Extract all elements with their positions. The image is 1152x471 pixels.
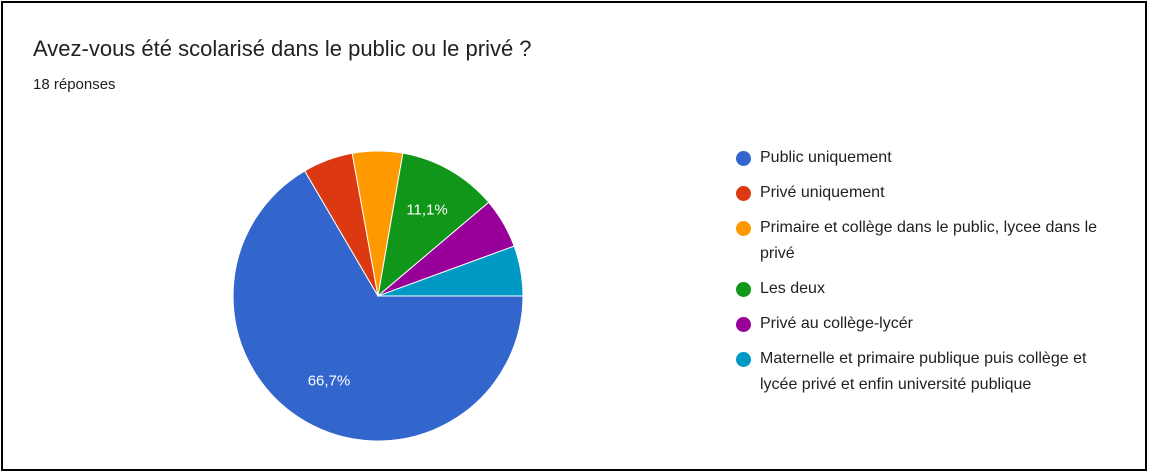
- pie-slice: [377, 152, 490, 298]
- slice-label: 11,1%: [406, 201, 447, 218]
- legend-item: Maternelle et primaire publique puis col…: [736, 346, 1106, 398]
- chart-title: Avez-vous été scolarisé dans le public o…: [33, 36, 532, 61]
- legend-label: Public uniquement: [760, 149, 892, 166]
- legend-label: Privé au collège-lycér: [760, 315, 913, 332]
- legend-swatch: [736, 282, 751, 297]
- legend-item: Primaire et collège dans le public, lyce…: [736, 215, 1106, 267]
- legend-item: Privé au collège-lycér: [736, 311, 1106, 337]
- legend-label: Privé uniquement: [760, 184, 885, 201]
- legend-label: Les deux: [760, 280, 825, 297]
- pie-slice: [377, 245, 524, 297]
- chart-subtitle: 18 réponses: [33, 76, 116, 93]
- legend-item: Privé uniquement: [736, 180, 1106, 206]
- pie-slice: [232, 170, 524, 442]
- legend-swatch: [736, 221, 751, 236]
- legend-swatch: [736, 352, 751, 367]
- legend-label: Primaire et collège dans le public, lyce…: [760, 219, 1098, 262]
- legend-swatch: [736, 186, 751, 201]
- legend-item: Les deux: [736, 276, 1106, 302]
- slice-label: 66,7%: [308, 373, 351, 390]
- chart: 66,7% 11,1%: [232, 150, 524, 442]
- legend-label: Maternelle et primaire publique puis col…: [760, 350, 1087, 393]
- legend-swatch: [736, 151, 751, 166]
- legend: Public uniquement Privé uniquement Primair…: [736, 145, 1106, 407]
- legend-item: Public uniquement: [736, 145, 1106, 171]
- legend-swatch: [736, 317, 751, 332]
